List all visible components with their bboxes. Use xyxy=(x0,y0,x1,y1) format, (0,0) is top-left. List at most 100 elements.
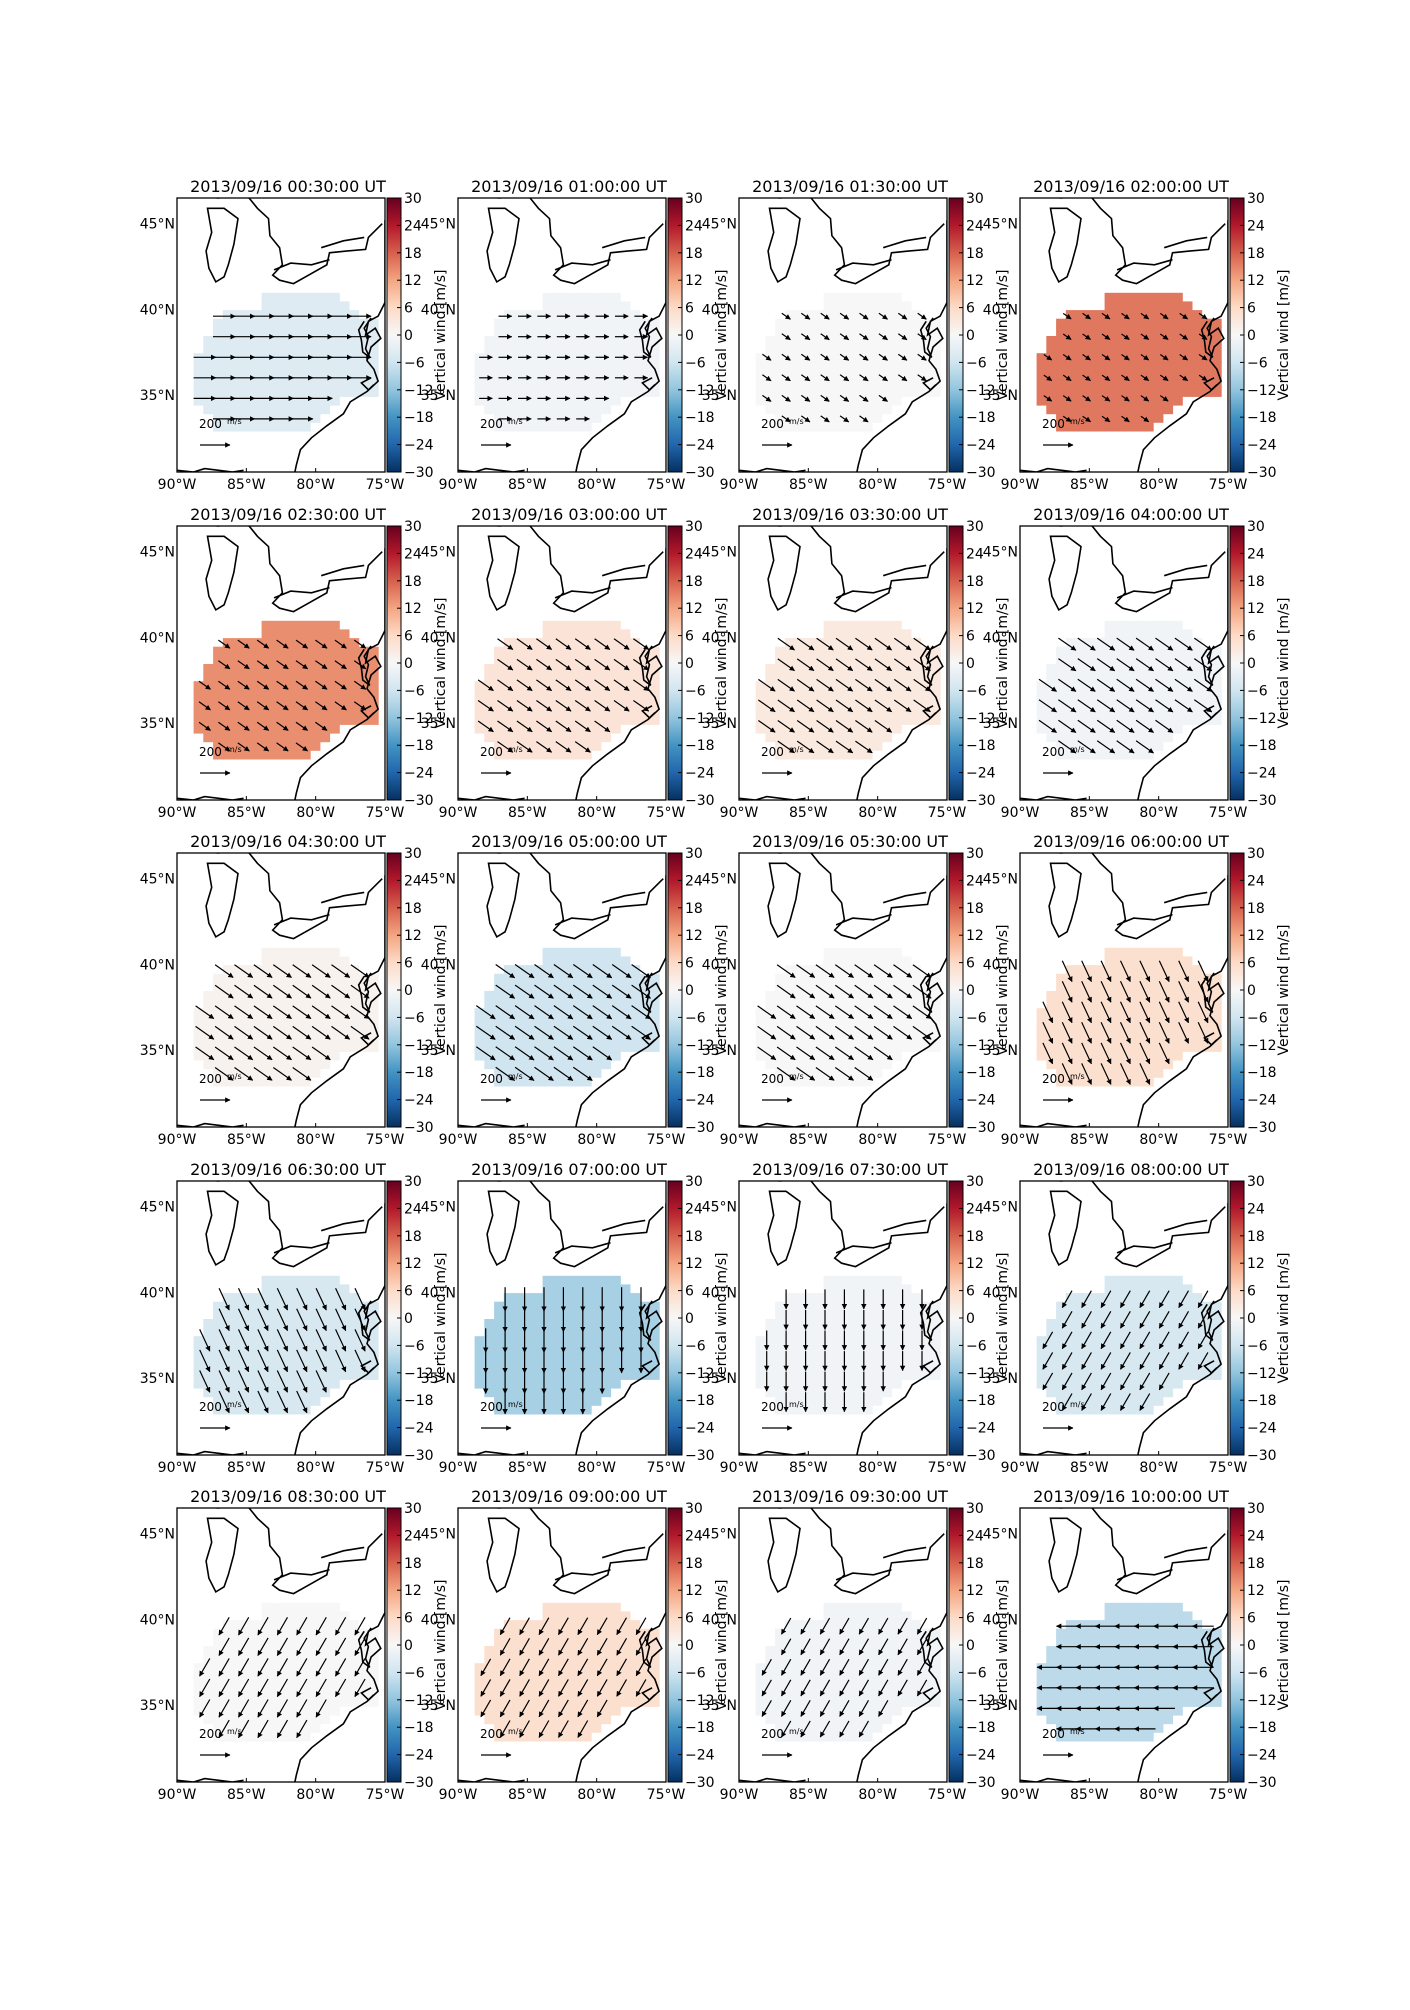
wind-cell xyxy=(271,1275,282,1285)
wind-cell xyxy=(271,1388,282,1398)
wind-cell xyxy=(775,1344,786,1355)
wind-cell xyxy=(833,301,844,311)
wind-cell xyxy=(1114,681,1125,691)
wind-arrow xyxy=(796,964,816,978)
wind-cell xyxy=(629,370,641,380)
wind-cell xyxy=(348,646,360,656)
wind-cell xyxy=(1056,982,1067,992)
wind-cell xyxy=(804,1060,815,1070)
wind-arrow xyxy=(574,638,591,650)
wind-cell xyxy=(833,956,844,966)
colorbar-label: Vertical wind [m/s] xyxy=(433,598,449,729)
wind-cell xyxy=(794,1379,805,1389)
wind-cell xyxy=(552,991,563,1001)
wind-cell xyxy=(532,336,544,346)
wind-cell xyxy=(794,327,805,337)
wind-cell xyxy=(222,999,234,1009)
wind-cell xyxy=(794,1396,805,1406)
wind-cell xyxy=(862,1396,873,1406)
wind-cell xyxy=(1172,1042,1183,1052)
wind-arrow xyxy=(198,721,211,731)
colorbar-tick-label: −30 xyxy=(1247,1120,1277,1136)
wind-cell xyxy=(310,741,321,751)
wind-cell xyxy=(484,405,495,415)
wind-cell xyxy=(1172,292,1183,302)
wind-cell xyxy=(552,327,563,337)
wind-arrow xyxy=(234,1005,254,1020)
wind-cell xyxy=(1172,387,1183,397)
wind-cell xyxy=(193,1042,204,1052)
wind-cell xyxy=(319,646,331,656)
wind-cell xyxy=(755,387,766,397)
wind-cell xyxy=(523,1077,534,1087)
wind-arrow xyxy=(295,660,309,670)
wind-cell xyxy=(271,956,282,966)
pamlico-sound-outline xyxy=(922,1360,937,1374)
wind-cell xyxy=(552,741,563,751)
wind-cell xyxy=(1094,1068,1106,1078)
wind-cell xyxy=(813,353,825,363)
colorbar-tick-label: −30 xyxy=(685,465,715,481)
wind-cell xyxy=(319,973,331,983)
wind-cell xyxy=(290,715,301,725)
wind-cell xyxy=(1056,1060,1067,1070)
wind-cell xyxy=(542,672,553,682)
wind-arrow xyxy=(816,678,834,692)
wind-cell xyxy=(833,1284,844,1294)
colorbar-tick-label: 18 xyxy=(966,1229,984,1245)
wind-cell xyxy=(261,689,272,700)
wind-cell xyxy=(1153,1016,1164,1027)
wind-cell xyxy=(251,1344,263,1355)
wind-cell xyxy=(1133,1068,1144,1078)
wind-cell xyxy=(532,733,544,743)
wind-cell xyxy=(513,646,524,656)
wind-cell xyxy=(232,707,243,717)
wind-arrow xyxy=(256,701,270,711)
wind-cell xyxy=(552,387,563,397)
wind-cell xyxy=(804,1301,815,1311)
wind-cell xyxy=(281,422,292,432)
wind-cell xyxy=(784,965,796,975)
wind-cell xyxy=(881,1008,893,1018)
wind-cell xyxy=(261,327,272,337)
wind-cell xyxy=(222,1293,234,1303)
colorbar-tick-label: −18 xyxy=(966,410,996,426)
wind-arrow xyxy=(839,374,850,382)
wind-cell xyxy=(610,1319,621,1329)
wind-cell xyxy=(271,396,282,406)
wind-cell xyxy=(261,672,272,682)
wind-arrow xyxy=(893,984,913,999)
wind-cell xyxy=(600,629,612,639)
wind-cell xyxy=(620,973,631,983)
wind-cell xyxy=(261,1396,272,1406)
wind-cell xyxy=(503,982,515,992)
wind-cell xyxy=(552,629,563,639)
wind-arrow xyxy=(572,1066,593,1081)
wind-cell xyxy=(1036,1344,1047,1355)
wind-cell xyxy=(513,689,524,700)
wind-cell xyxy=(300,638,311,648)
reference-arrow-label: 200 xyxy=(480,1400,503,1414)
wind-cell xyxy=(310,715,321,725)
colorbar-tick-label: 6 xyxy=(1247,956,1256,972)
wind-cell xyxy=(1191,1008,1203,1018)
wind-cell xyxy=(1182,698,1193,708)
wind-arrow xyxy=(195,1046,215,1061)
wind-arrow xyxy=(1101,333,1111,340)
wind-cell xyxy=(271,379,282,389)
wind-cell xyxy=(368,1336,379,1346)
lat-tick-label: 45°N xyxy=(983,217,1018,233)
wind-arrow xyxy=(495,964,516,979)
wind-cell xyxy=(1153,396,1164,406)
wind-cell xyxy=(281,413,292,423)
wind-cell xyxy=(600,991,612,1001)
wind-cell xyxy=(794,387,805,397)
wind-arrow xyxy=(514,1066,535,1081)
wind-cell xyxy=(271,1016,282,1027)
wind-cell xyxy=(794,1353,805,1363)
wind-cell xyxy=(639,344,650,354)
wind-cell xyxy=(629,1344,641,1355)
wind-cell xyxy=(843,1370,854,1380)
colorbar-tick-label: −6 xyxy=(1247,1010,1268,1026)
wind-cell xyxy=(591,1293,602,1303)
